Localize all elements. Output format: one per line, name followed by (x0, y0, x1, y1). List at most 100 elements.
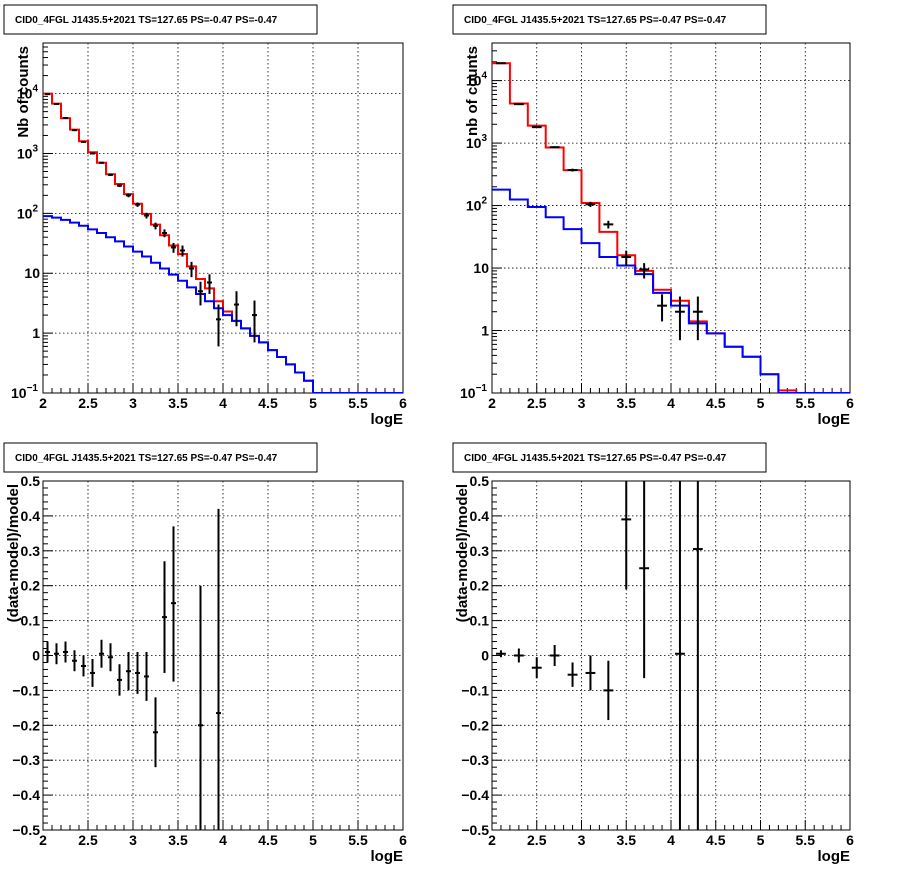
data-point (108, 643, 113, 672)
x-tick-label: 4.5 (258, 832, 278, 848)
y-tick-label: −0.3 (12, 752, 40, 768)
data-point (189, 261, 194, 278)
chart-title: CID0_4FGL J1435.5+2021 TS=127.65 PS=-0.4… (464, 15, 727, 26)
data-point (198, 281, 203, 306)
data-point (117, 184, 122, 188)
x-tick-label: 6 (846, 832, 854, 848)
y-tick-label: −0.2 (12, 717, 40, 733)
x-tick-label: 6 (399, 395, 407, 411)
x-tick-label: 4 (667, 832, 675, 848)
y-tick-label: 0.1 (470, 613, 490, 629)
pad-top-left: CID0_4FGL J1435.5+2021 TS=127.65 PS=-0.4… (3, 4, 407, 428)
x-tick-label: 2 (488, 395, 496, 411)
y-tick-label: 0.2 (470, 578, 490, 594)
data-point (252, 300, 257, 343)
x-tick-label: 3.5 (617, 395, 637, 411)
data-point (549, 645, 560, 666)
data-points (496, 62, 703, 341)
x-tick-label: 3.5 (168, 832, 188, 848)
x-tick-label: 3 (129, 832, 137, 848)
data-point (72, 650, 77, 672)
x-tick-label: 3 (578, 832, 586, 848)
x-tick-label: 4 (219, 832, 227, 848)
x-tick-label: 3 (578, 395, 586, 411)
y-tick-label: 102 (17, 203, 39, 221)
data-point (90, 658, 95, 687)
y-axis-label: Nb of counts (15, 46, 32, 138)
x-axis-label: logE (371, 848, 404, 865)
ticks (491, 42, 851, 394)
data-point (126, 193, 131, 198)
data-point (135, 202, 140, 207)
title-box: CID0_4FGL J1435.5+2021 TS=127.65 PS=-0.4… (3, 4, 318, 35)
pad-bottom-right: CID0_4FGL J1435.5+2021 TS=127.65 PS=-0.4… (452, 442, 854, 865)
y-tick-label: −0.1 (12, 682, 40, 698)
data-point (621, 481, 632, 590)
chart-title: CID0_4FGL J1435.5+2021 TS=127.65 PS=-0.4… (464, 453, 727, 464)
x-tick-label: 6 (399, 832, 407, 848)
x-tick-label: 5.5 (348, 395, 368, 411)
y-tick-label: 10−1 (11, 383, 38, 401)
y-tick-label: 0.4 (470, 508, 490, 524)
grid (43, 481, 403, 830)
y-tick-label: −0.5 (12, 822, 40, 838)
plot-area (492, 62, 850, 393)
x-tick-label: 2.5 (78, 832, 98, 848)
y-tick-label: 103 (466, 133, 488, 151)
data-points (496, 481, 703, 830)
y-tick-label: 0.5 (21, 473, 41, 489)
data-point (72, 129, 77, 132)
pad-top-right: CID0_4FGL J1435.5+2021 TS=127.65 PS=-0.4… (452, 4, 854, 428)
data-point (45, 641, 50, 663)
data-point (675, 481, 685, 830)
x-tick-label: 3 (129, 395, 137, 411)
y-tick-label: 103 (17, 143, 39, 161)
plot-area (43, 92, 403, 393)
y-tick-label: 0.3 (21, 543, 41, 559)
data-point (144, 212, 149, 219)
data-point (585, 655, 596, 691)
x-tick-label: 5.5 (796, 832, 816, 848)
y-axis-label: (data-model)/model (454, 484, 471, 622)
x-tick-label: 4 (667, 395, 675, 411)
y-tick-label: 10−1 (460, 383, 487, 401)
data-point (162, 229, 167, 238)
y-tick-label: 0.4 (21, 508, 41, 524)
data-point (198, 585, 203, 830)
data-point (117, 664, 122, 696)
y-tick-label: 0.1 (21, 613, 41, 629)
data-point (603, 660, 614, 721)
data-point (99, 639, 104, 668)
y-tick-label: 0.5 (470, 473, 490, 489)
data-point (216, 304, 221, 347)
data-point (144, 652, 149, 701)
y-tick-label: 0.2 (21, 578, 41, 594)
title-box: CID0_4FGL J1435.5+2021 TS=127.65 PS=-0.4… (452, 442, 767, 473)
data-point (621, 250, 632, 266)
data-point (496, 650, 506, 658)
x-tick-label: 4.5 (258, 395, 278, 411)
x-tick-label: 5 (757, 395, 765, 411)
title-box: CID0_4FGL J1435.5+2021 TS=127.65 PS=-0.4… (3, 442, 318, 473)
y-tick-label: 1 (32, 325, 40, 341)
data-point (63, 641, 68, 663)
y-axis-label: nb of counts (464, 46, 481, 136)
component-model-histogram (492, 188, 850, 393)
data-point (180, 245, 185, 257)
data-points (45, 508, 221, 830)
data-point (567, 168, 578, 172)
y-tick-label: 10 (24, 265, 40, 281)
data-point (153, 222, 158, 230)
data-point (692, 296, 703, 341)
y-tick-label: −0.2 (461, 717, 489, 733)
data-point (675, 296, 685, 341)
data-point (108, 173, 113, 177)
data-point (153, 697, 158, 768)
ticks (42, 42, 404, 394)
y-tick-label: −0.3 (461, 752, 489, 768)
data-point (162, 561, 167, 673)
x-tick-label: 2 (39, 395, 47, 411)
x-tick-label: 5 (309, 832, 317, 848)
grid (492, 481, 850, 830)
data-points (45, 93, 257, 347)
